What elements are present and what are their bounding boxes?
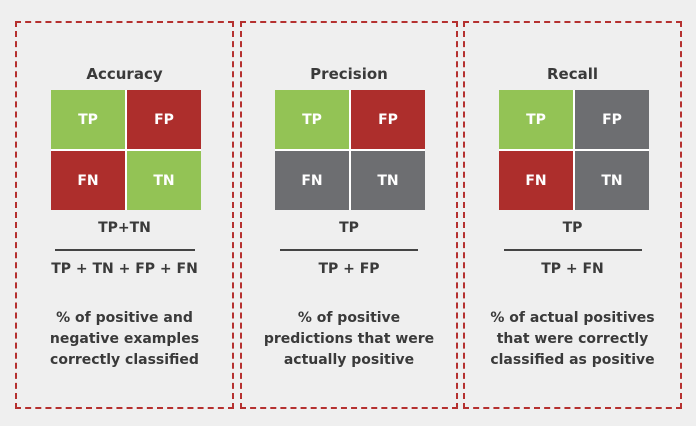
panel-title: Precision: [310, 65, 388, 83]
panel-description: % of positive and negative examples corr…: [17, 308, 232, 371]
description-line: that were correctly: [496, 331, 649, 347]
confusion-matrix: TP FP FN TN: [275, 90, 425, 210]
fraction-divider: [504, 249, 642, 251]
description-line: negative examples: [49, 331, 200, 347]
formula-numerator: TP: [562, 220, 583, 236]
recall-panel: Recall TP FP FN TN TP TP + FN % of actua…: [463, 21, 682, 409]
matrix-cell-fn: FN: [275, 151, 349, 210]
description-line: predictions that were: [263, 331, 435, 347]
precision-panel: Precision TP FP FN TN TP TP + FP % of po…: [240, 21, 458, 409]
fraction-divider: [280, 249, 418, 251]
matrix-cell-fp: FP: [351, 90, 425, 149]
matrix-cell-fp: FP: [575, 90, 649, 149]
formula-denominator: TP + FN: [541, 261, 604, 277]
formula-denominator: TP + TN + FP + FN: [51, 261, 198, 277]
formula-denominator: TP + FP: [318, 261, 380, 277]
description-line: % of actual positives: [490, 310, 655, 326]
description-line: % of positive and: [56, 310, 193, 326]
description-line: % of positive: [297, 310, 401, 326]
panel-description: % of positive predictions that were actu…: [242, 308, 456, 371]
panel-description: % of actual positives that were correctl…: [465, 308, 680, 371]
matrix-cell-tn: TN: [575, 151, 649, 210]
matrix-cell-tp: TP: [499, 90, 573, 149]
formula-numerator: TP: [339, 220, 359, 236]
confusion-matrix: TP FP FN TN: [51, 90, 201, 210]
confusion-matrix: TP FP FN TN: [499, 90, 649, 210]
accuracy-panel: Accuracy TP FP FN TN TP+TN TP + TN + FP …: [15, 21, 234, 409]
matrix-cell-tp: TP: [275, 90, 349, 149]
matrix-cell-tn: TN: [351, 151, 425, 210]
panel-title: Accuracy: [86, 65, 163, 83]
description-line: actually positive: [283, 352, 415, 368]
matrix-cell-fp: FP: [127, 90, 201, 149]
panel-title: Recall: [546, 65, 599, 83]
matrix-cell-tn: TN: [127, 151, 201, 210]
matrix-cell-fn: FN: [499, 151, 573, 210]
description-line: classified as positive: [490, 352, 655, 368]
matrix-cell-fn: FN: [51, 151, 125, 210]
fraction-divider: [55, 249, 195, 251]
description-line: correctly classified: [50, 352, 199, 368]
formula-numerator: TP+TN: [98, 220, 151, 236]
matrix-cell-tp: TP: [51, 90, 125, 149]
